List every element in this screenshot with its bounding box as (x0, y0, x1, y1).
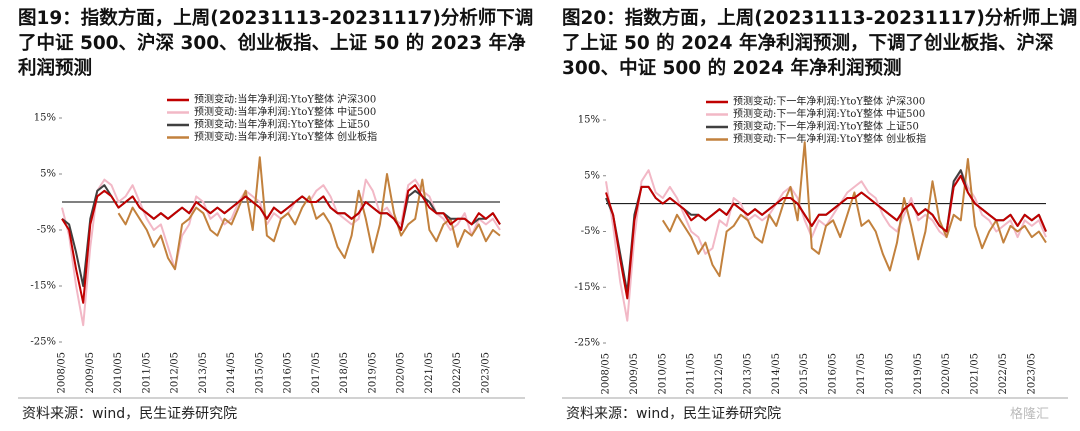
x-tick-label: 2020/05 (941, 353, 952, 395)
watermark: 格隆汇 (1010, 407, 1050, 422)
y-tick-label: -15% (30, 281, 56, 292)
legend-label: 预测变动:当年净利润:YtoY整体 创业板指 (194, 130, 377, 143)
x-tick-label: 2013/05 (742, 353, 753, 395)
x-tick-label: 2015/05 (799, 353, 810, 395)
source: 资料来源：wind，民生证券研究院 (22, 406, 238, 422)
x-tick-label: 2014/05 (226, 352, 237, 394)
series-line (61, 184, 501, 304)
x-tick-label: 2010/05 (113, 352, 124, 394)
x-tick-label: 2012/05 (170, 352, 181, 394)
series-line (661, 141, 1047, 278)
x-tick-label: 2019/05 (367, 352, 378, 394)
x-tick-label: 2021/05 (970, 353, 981, 395)
x-tick-label: 2010/05 (657, 353, 668, 395)
y-tick-label: -5% (581, 226, 600, 237)
x-tick-label: 2013/05 (198, 352, 209, 394)
x-tick-label: 2020/05 (396, 352, 407, 394)
legend-label: 预测变动:当年净利润:YtoY整体 沪深300 (194, 93, 376, 106)
x-tick-label: 2009/05 (85, 352, 96, 394)
x-tick-label: 2016/05 (828, 353, 839, 395)
legend-label: 预测变动:下一年净利润:YtoY整体 创业板指 (733, 132, 926, 145)
y-tick-label: 5% (584, 170, 600, 181)
x-tick-label: 2015/05 (254, 352, 265, 394)
x-tick-label: 2021/05 (424, 352, 435, 394)
x-tick-label: 2011/05 (141, 352, 152, 394)
y-tick-label: 15% (578, 115, 600, 126)
y-tick-label: 5% (40, 169, 56, 180)
legend-label: 预测变动:当年净利润:YtoY整体 上证50 (194, 118, 370, 131)
x-tick-label: 2014/05 (771, 353, 782, 395)
y-tick-label: -15% (574, 282, 600, 293)
x-tick-label: 2018/05 (884, 353, 895, 395)
chart-title: 图20：指数方面，上周(20231113-20231117)分析师上调了上证 5… (562, 8, 1078, 79)
series-line (605, 169, 1047, 322)
chart-title: 图19：指数方面，上周(20231113-20231117)分析师下调了中证 5… (18, 8, 534, 79)
series-line (117, 156, 501, 271)
legend-label: 预测变动:下一年净利润:YtoY整体 沪深300 (733, 95, 925, 108)
x-tick-label: 2009/05 (629, 353, 640, 395)
x-tick-label: 2011/05 (686, 353, 697, 395)
x-tick-label: 2017/05 (856, 353, 867, 395)
y-tick-label: -25% (30, 337, 56, 348)
series-line (605, 174, 1047, 300)
source: 资料来源：wind，民生证券研究院 (566, 406, 782, 422)
x-tick-label: 2016/05 (283, 352, 294, 394)
y-tick-label: 15% (34, 113, 56, 124)
y-tick-label: -25% (574, 338, 600, 349)
x-tick-label: 2008/05 (601, 353, 612, 395)
legend-label: 预测变动:下一年净利润:YtoY整体 中证500 (733, 107, 925, 120)
x-tick-label: 2012/05 (714, 353, 725, 395)
legend-label: 预测变动:当年净利润:YtoY整体 中证500 (194, 105, 376, 118)
x-tick-label: 2023/05 (1026, 353, 1037, 395)
x-tick-label: 2022/05 (998, 353, 1009, 395)
x-tick-label: 2008/05 (57, 352, 68, 394)
x-tick-label: 2018/05 (339, 352, 350, 394)
y-tick-label: -5% (37, 225, 56, 236)
x-tick-label: 2023/05 (480, 352, 491, 394)
x-tick-label: 2017/05 (311, 352, 322, 394)
legend-label: 预测变动:下一年净利润:YtoY整体 上证50 (733, 120, 919, 133)
x-tick-label: 2019/05 (913, 353, 924, 395)
x-tick-label: 2022/05 (452, 352, 463, 394)
